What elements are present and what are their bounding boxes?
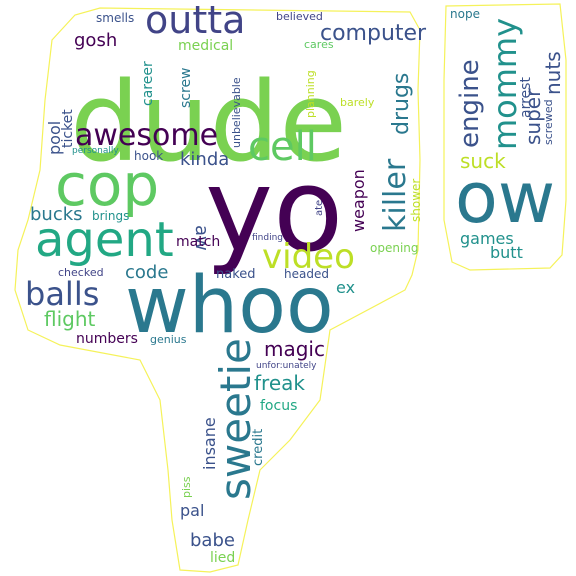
word: career: [140, 61, 156, 106]
word: numbers: [76, 331, 138, 347]
word: drugs: [389, 73, 414, 135]
word: piss: [180, 476, 193, 498]
word: personally: [72, 146, 119, 156]
word: smells: [96, 11, 134, 25]
word: dude: [70, 58, 347, 186]
word: barely: [340, 96, 375, 109]
word: sweetie: [211, 338, 260, 500]
word: games: [460, 229, 514, 248]
word: planning: [304, 70, 317, 118]
word: opening: [370, 241, 419, 255]
word: agent: [35, 212, 174, 268]
word: aw: [191, 225, 212, 251]
word: mommy: [486, 18, 524, 150]
word: focus: [260, 398, 297, 414]
word: magic: [264, 337, 325, 361]
word: arrest: [518, 77, 534, 118]
word: babe: [190, 530, 235, 551]
word: cares: [304, 38, 334, 51]
word: believed: [276, 10, 323, 23]
word: flight: [44, 307, 96, 331]
word: bucks: [30, 204, 83, 225]
word: medical: [178, 38, 233, 54]
word: brings: [92, 209, 129, 223]
word: insane: [200, 417, 219, 470]
word: nope: [450, 7, 480, 21]
word: video: [262, 237, 355, 277]
word: checked: [58, 266, 104, 279]
thumbs-down-outline: [14, 7, 421, 573]
word: freak: [254, 371, 305, 395]
word: computer: [320, 21, 427, 46]
word: balls: [25, 275, 99, 313]
word: screwed: [542, 99, 555, 145]
word: finding: [252, 233, 283, 243]
word: ow: [455, 157, 555, 239]
word: lied: [210, 550, 235, 566]
word: pal: [180, 501, 204, 520]
word: ate: [314, 200, 325, 216]
word: butt: [490, 243, 523, 262]
word: suck: [460, 149, 506, 173]
word-layer: dude yo whoo ow cop agent sweetie outta …: [25, 0, 565, 566]
word: shower: [409, 179, 423, 222]
word: cell: [248, 124, 317, 170]
word: pool: [45, 121, 64, 155]
word: hook: [134, 149, 163, 163]
word: match: [176, 234, 220, 250]
word: credit: [251, 429, 266, 466]
word: yo: [205, 144, 343, 278]
word: cop: [55, 151, 159, 219]
word: gosh: [74, 30, 117, 51]
word: outta: [145, 0, 245, 42]
word: super: [521, 88, 545, 145]
word: killer: [378, 158, 413, 232]
word: genius: [150, 333, 187, 346]
word: ex: [336, 278, 355, 297]
word: awesome: [75, 118, 218, 153]
word: nuts: [541, 51, 565, 95]
word: code: [125, 262, 168, 283]
word: whoo: [125, 261, 334, 351]
word: screw: [178, 67, 194, 108]
word: engine: [455, 59, 485, 148]
cuff-outline: [443, 3, 567, 271]
word: ticket: [60, 109, 76, 148]
word: headed: [284, 267, 329, 281]
word: unfor:unately: [256, 361, 317, 371]
word: unbelievable: [230, 77, 243, 148]
word: kinda: [180, 149, 229, 170]
word: naked: [216, 267, 256, 282]
word: weapon: [349, 169, 368, 232]
